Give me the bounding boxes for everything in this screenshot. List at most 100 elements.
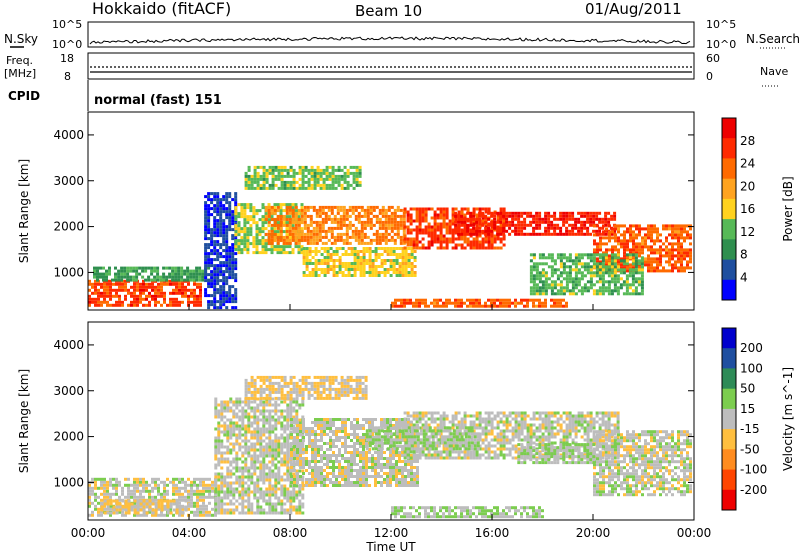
power-cell bbox=[628, 271, 632, 275]
power-cell bbox=[604, 271, 608, 275]
power-cell bbox=[339, 214, 343, 218]
velocity-cell bbox=[250, 457, 254, 461]
velocity-cell bbox=[238, 457, 242, 461]
power-cell bbox=[142, 291, 145, 295]
power-cell bbox=[601, 286, 605, 290]
power-cell bbox=[559, 256, 563, 260]
power-cell bbox=[674, 227, 677, 231]
power-cell bbox=[622, 292, 626, 296]
power-cell bbox=[246, 242, 250, 246]
power-cell bbox=[267, 248, 271, 252]
power-cell bbox=[556, 256, 560, 260]
power-cell bbox=[577, 280, 581, 284]
power-cell bbox=[115, 294, 118, 298]
power-cell bbox=[677, 248, 680, 252]
power-cell bbox=[451, 219, 455, 223]
power-cell bbox=[103, 282, 106, 286]
power-cell bbox=[583, 274, 587, 278]
velocity-cell bbox=[223, 490, 227, 494]
power-colorbar-label: Power [dB] bbox=[781, 176, 795, 241]
power-cell bbox=[601, 265, 605, 269]
velocity-cell bbox=[220, 409, 224, 413]
power-cell bbox=[502, 232, 506, 236]
power-cell bbox=[605, 263, 608, 267]
power-cell bbox=[457, 234, 461, 238]
power-cell bbox=[640, 283, 644, 287]
velocity-cell bbox=[271, 409, 275, 413]
velocity-cell bbox=[241, 499, 245, 503]
power-cell bbox=[265, 171, 269, 175]
power-cell bbox=[369, 226, 373, 230]
velocity-cell bbox=[265, 472, 269, 476]
power-cell bbox=[351, 211, 355, 215]
power-cell bbox=[213, 300, 217, 304]
power-cell bbox=[544, 289, 548, 293]
power-cell bbox=[547, 217, 551, 221]
power-cell bbox=[445, 222, 449, 226]
velocity-cell bbox=[202, 507, 205, 511]
power-cell bbox=[668, 269, 671, 273]
power-cell bbox=[613, 217, 617, 221]
power-cell bbox=[478, 229, 482, 233]
power-cell bbox=[499, 301, 502, 305]
power-cell bbox=[475, 229, 479, 233]
velocity-cell bbox=[97, 501, 100, 505]
power-cell bbox=[249, 209, 253, 213]
power-cell bbox=[487, 246, 491, 250]
velocity-cell bbox=[127, 495, 130, 499]
power-cell bbox=[605, 251, 608, 255]
velocity-cell bbox=[301, 415, 305, 419]
power-cell bbox=[334, 186, 338, 190]
power-cell bbox=[662, 224, 665, 228]
power-cell bbox=[484, 207, 488, 211]
power-cell bbox=[324, 241, 328, 245]
power-cell bbox=[225, 195, 229, 199]
power-colorbar-swatch bbox=[722, 239, 736, 260]
power-cell bbox=[314, 271, 318, 274]
power-cell bbox=[237, 239, 241, 243]
power-cell bbox=[189, 275, 193, 279]
power-cell bbox=[94, 291, 97, 295]
power-cell bbox=[353, 274, 357, 277]
power-cell bbox=[620, 233, 623, 237]
power-cell bbox=[634, 256, 638, 260]
velocity-cell bbox=[301, 496, 305, 500]
power-cell bbox=[294, 232, 298, 236]
power-cell bbox=[387, 205, 391, 209]
velocity-cell bbox=[220, 508, 224, 512]
power-cell bbox=[402, 220, 406, 224]
power-cell bbox=[123, 272, 127, 276]
velocity-cell bbox=[268, 412, 272, 416]
velocity-cell bbox=[223, 484, 227, 488]
power-cell bbox=[321, 226, 325, 230]
power-cell bbox=[532, 253, 536, 257]
velocity-cell bbox=[217, 475, 221, 479]
power-cell bbox=[635, 233, 638, 237]
power-cell bbox=[323, 259, 327, 262]
power-cell bbox=[213, 231, 217, 235]
velocity-cell bbox=[271, 484, 275, 488]
velocity-cell bbox=[271, 384, 275, 388]
velocity-cell bbox=[259, 378, 263, 382]
power-cell bbox=[683, 248, 686, 252]
power-cell bbox=[520, 214, 524, 218]
velocity-cell bbox=[244, 445, 248, 449]
power-cell bbox=[593, 224, 596, 228]
power-cell bbox=[91, 300, 94, 304]
velocity-cell bbox=[217, 478, 221, 482]
velocity-cell bbox=[271, 445, 275, 449]
power-cell bbox=[246, 248, 250, 252]
power-cell bbox=[413, 259, 417, 262]
power-cell bbox=[172, 291, 175, 295]
power-cell bbox=[472, 304, 475, 308]
power-cell bbox=[403, 210, 407, 214]
power-cell bbox=[305, 268, 309, 271]
power-cell bbox=[366, 214, 370, 218]
power-cell bbox=[556, 232, 560, 236]
velocity-cell bbox=[253, 460, 257, 464]
power-cell bbox=[351, 208, 355, 212]
power-cell bbox=[638, 233, 641, 237]
velocity-cell bbox=[220, 502, 224, 506]
velocity-cell bbox=[238, 400, 242, 404]
power-cell bbox=[216, 210, 220, 214]
